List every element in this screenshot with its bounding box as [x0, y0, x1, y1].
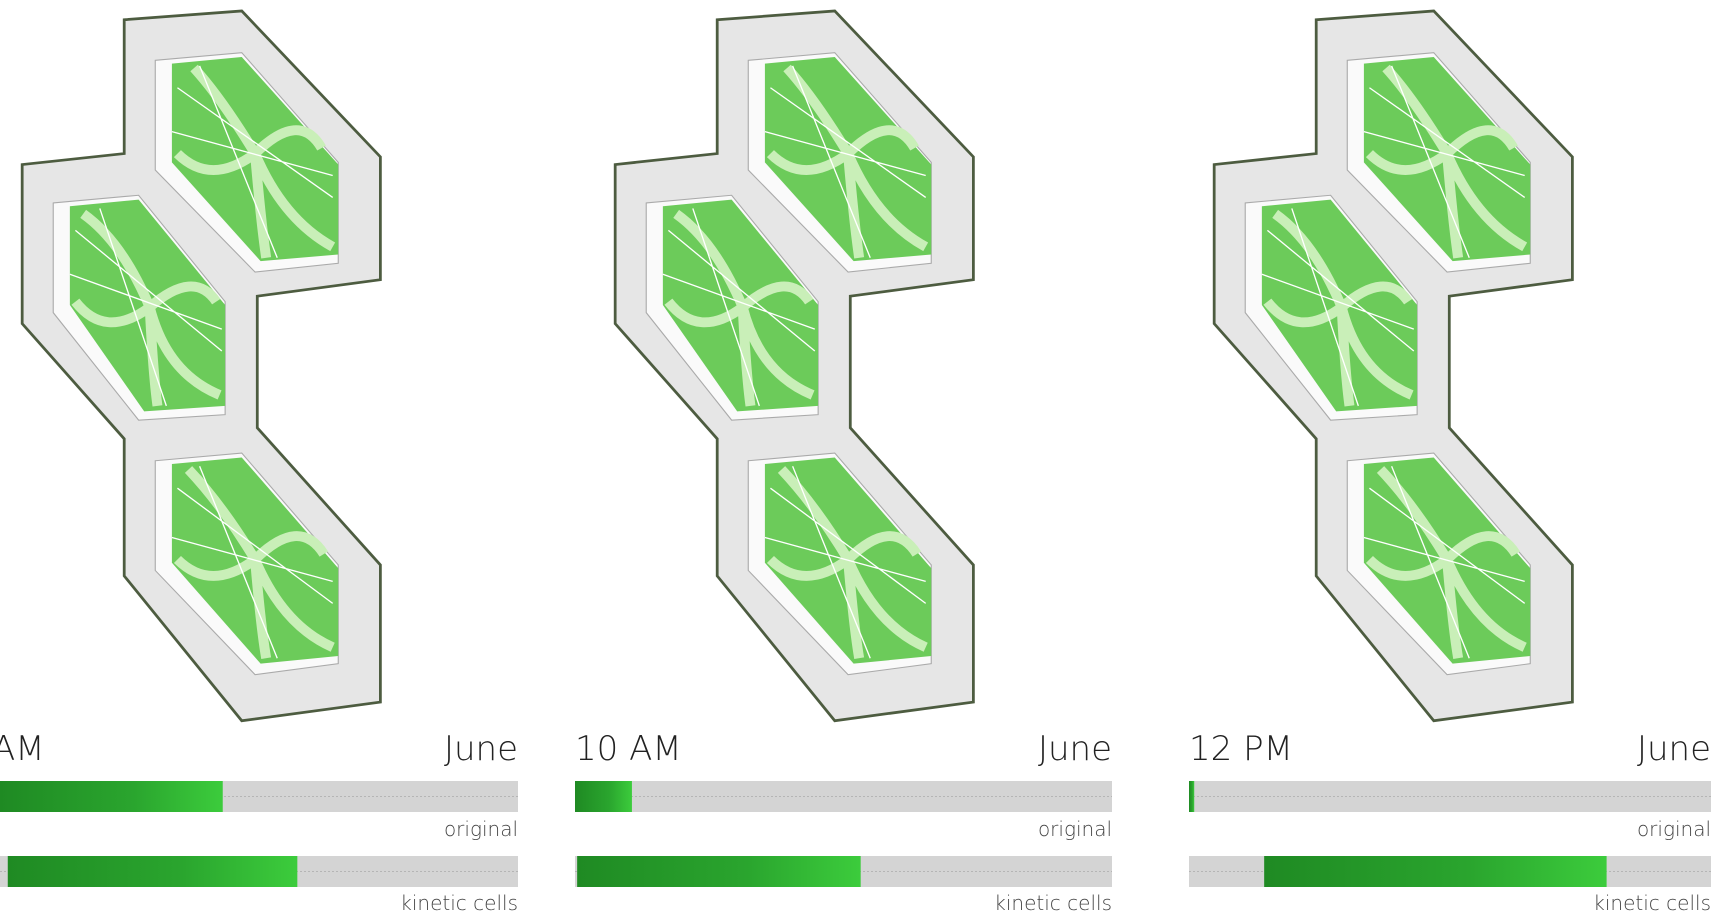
month-label: June [444, 729, 518, 769]
bar [575, 781, 632, 812]
time-label: 10 AM [575, 729, 682, 769]
bar-label: kinetic cells [400, 891, 518, 913]
bar-label: kinetic cells [994, 891, 1112, 913]
bar [1264, 856, 1607, 887]
bar [0, 781, 223, 812]
cell-illustration [1214, 11, 1572, 721]
bar [7, 856, 298, 887]
bar-label: original [444, 817, 518, 841]
month-label: June [1038, 729, 1112, 769]
bar-label: kinetic cells [1593, 891, 1711, 913]
time-label: AM [0, 729, 45, 769]
time-label: 12 PM [1189, 729, 1293, 769]
month-label: June [1637, 729, 1711, 769]
cell-illustration [615, 11, 973, 721]
bar [577, 856, 861, 887]
bar-label: original [1038, 817, 1112, 841]
cell-illustration [22, 11, 380, 721]
bar [1189, 781, 1195, 812]
bar-label: original [1637, 817, 1711, 841]
